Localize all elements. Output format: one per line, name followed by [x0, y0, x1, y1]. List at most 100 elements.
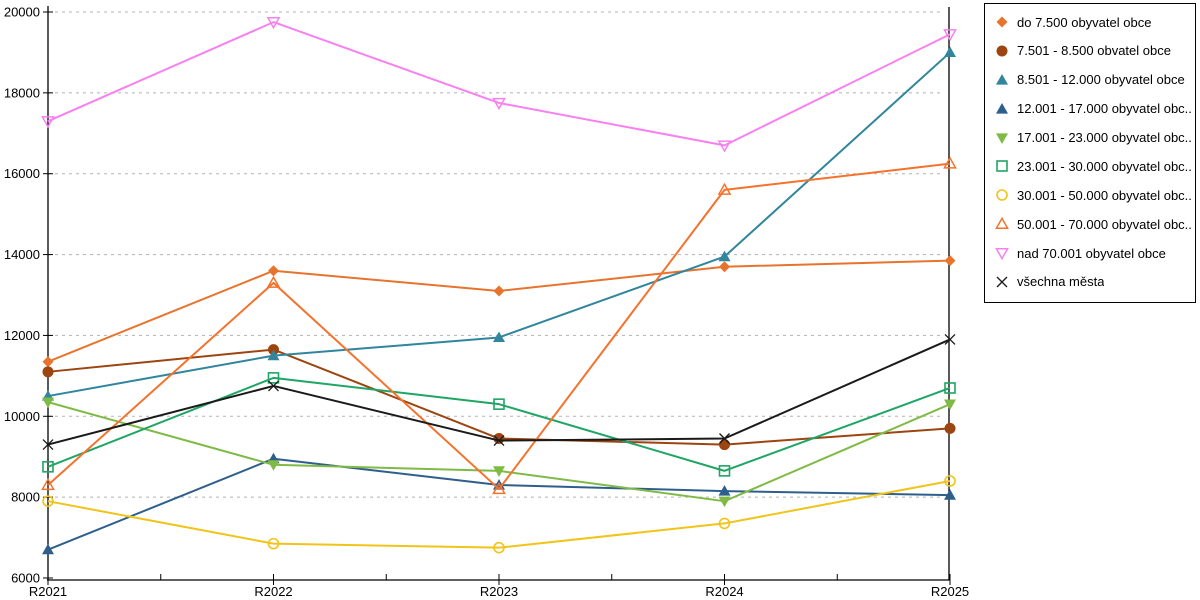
series-9	[42, 334, 956, 451]
x-axis-tick-label: R2022	[254, 584, 292, 599]
series-marker-triangle-up-open	[943, 156, 957, 169]
legend-marker-triangle-up-filled-icon	[996, 73, 1008, 85]
series-marker-triangle-up-filled	[996, 102, 1008, 114]
series-marker-triangle-up-filled	[718, 250, 731, 262]
series-marker-x	[493, 435, 505, 447]
legend-item-8: nad 70.001 obyvatel obce	[994, 245, 1191, 261]
legend-marker-triangle-down-filled-icon	[996, 132, 1008, 144]
series-marker-triangle-down-open	[943, 29, 957, 42]
legend-marker-diamond-filled-icon	[996, 16, 1008, 28]
x-axis-tick-label: R2021	[29, 584, 67, 599]
series-marker-triangle-up-open	[41, 477, 55, 491]
legend-item-label: 23.001 - 30.000 obyvatel obc...	[1017, 158, 1191, 174]
series-0	[42, 255, 956, 368]
series-marker-x	[268, 380, 279, 392]
y-axis-tick-label: 18000	[4, 85, 40, 100]
legend-item-4: 17.001 - 23.000 obyvatel obc...	[994, 130, 1191, 146]
series-marker-square-open	[996, 160, 1008, 173]
legend-marker-triangle-up-filled-icon	[996, 102, 1008, 114]
series-marker-square-open	[493, 398, 505, 410]
legend-item-7: 50.001 - 70.000 obyvatel obc...	[994, 216, 1191, 232]
legend-marker-triangle-up-open-icon	[995, 217, 1009, 230]
series-marker-triangle-down-filled	[267, 460, 280, 471]
series-marker-diamond-filled	[42, 356, 54, 368]
series-marker-circle-filled	[719, 439, 730, 451]
legend-item-label: do 7.500 obyvatel obce	[1017, 14, 1152, 30]
series-marker-triangle-up-filled	[493, 331, 505, 343]
series-line	[47, 162, 951, 491]
x-axis-tick-label: R2025	[931, 584, 969, 599]
legend-item-label: nad 70.001 obyvatel obce	[1017, 245, 1166, 261]
legend-item-9: všechna města	[994, 274, 1191, 290]
x-axis-tick-label: R2024	[705, 584, 743, 599]
series-marker-diamond-filled	[268, 265, 279, 277]
series-marker-square-open	[944, 382, 956, 394]
series-marker-triangle-down-filled	[944, 399, 956, 411]
series-marker-diamond-filled	[493, 285, 505, 297]
series-marker-triangle-down-filled	[493, 466, 505, 477]
series-marker-triangle-down-open	[995, 247, 1009, 261]
series-marker-x	[719, 433, 730, 444]
series-marker-circle-open	[944, 475, 956, 487]
series-marker-triangle-up-filled	[718, 485, 731, 496]
series-4	[42, 397, 956, 508]
series-marker-circle-open	[996, 189, 1008, 202]
legend-item-5: 23.001 - 30.000 obyvatel obc...	[994, 158, 1191, 174]
series-marker-diamond-filled	[944, 255, 956, 267]
series-marker-circle-filled	[42, 366, 54, 378]
series-marker-square-open	[42, 461, 54, 473]
gridlines	[48, 11, 944, 498]
legend-item-label: všechna města	[1017, 274, 1105, 290]
x-axis-tick-label: R2023	[480, 584, 518, 599]
series-marker-circle-filled	[268, 344, 279, 356]
y-axis-tick-label: 8000	[11, 490, 40, 505]
series-marker-triangle-up-open	[995, 217, 1009, 230]
legend-item-label: 30.001 - 50.000 obyvatel obc...	[1017, 187, 1191, 203]
series-marker-triangle-up-filled	[267, 349, 280, 361]
legend-item-0: do 7.500 obyvatel obce	[994, 14, 1191, 30]
series-marker-triangle-up-filled	[996, 73, 1008, 85]
legend-item-label: 50.001 - 70.000 obyvatel obc...	[1017, 216, 1191, 232]
series-marker-x	[42, 439, 54, 451]
series-line	[47, 259, 951, 363]
legend: do 7.500 obyvatel obce 7.501 - 8.500 obva…	[984, 3, 1196, 303]
series-marker-square-open	[718, 465, 731, 477]
legend-marker-square-open-icon	[996, 160, 1008, 173]
y-axis-tick-label: 6000	[11, 571, 40, 586]
legend-marker-circle-filled-icon	[996, 45, 1008, 57]
legend-marker-circle-open-icon	[996, 189, 1008, 202]
series-marker-circle-filled	[493, 433, 505, 445]
y-axis-tick-label: 10000	[4, 409, 40, 424]
series-marker-circle-open	[718, 517, 731, 530]
series-marker-circle-open	[267, 537, 280, 550]
y-axis-tick-label: 20000	[4, 5, 40, 20]
series-marker-triangle-down-filled	[42, 397, 54, 409]
legend-item-label: 7.501 - 8.500 obvatel obce	[1017, 43, 1171, 59]
legend-marker-x-icon	[996, 276, 1008, 288]
legend-item-2: 8.501 - 12.000 obyvatel obce	[994, 72, 1191, 88]
series-marker-triangle-down-open	[492, 97, 506, 111]
series-7	[41, 156, 957, 495]
series-5	[42, 372, 956, 477]
legend-item-label: 8.501 - 12.000 obyvatel obce	[1017, 72, 1185, 88]
series-marker-triangle-down-filled	[996, 132, 1008, 144]
series-marker-diamond-filled	[719, 261, 730, 273]
series-8	[41, 17, 957, 153]
legend-item-label: 17.001 - 23.000 obyvatel obc...	[1017, 130, 1191, 145]
y-axis-tick-label: 16000	[4, 166, 40, 181]
y-axis-tick-label: 12000	[4, 328, 40, 343]
series-line	[47, 21, 951, 147]
series-marker-triangle-up-filled	[944, 46, 956, 58]
series-marker-triangle-up-open	[717, 182, 732, 195]
legend-item-label: 12.001 - 17.000 obyvatel obc...	[1017, 101, 1191, 117]
series-marker-circle-filled	[996, 45, 1008, 57]
series-line	[47, 376, 951, 472]
series-marker-triangle-down-open	[717, 140, 732, 153]
series-marker-triangle-up-filled	[42, 543, 54, 555]
series-marker-triangle-down-open	[41, 116, 55, 129]
series-marker-diamond-filled	[996, 16, 1008, 28]
series-6	[42, 475, 956, 554]
legend-marker-triangle-down-open-icon	[995, 247, 1009, 261]
y-axis-tick-label: 14000	[4, 247, 40, 262]
series-line	[47, 338, 951, 446]
